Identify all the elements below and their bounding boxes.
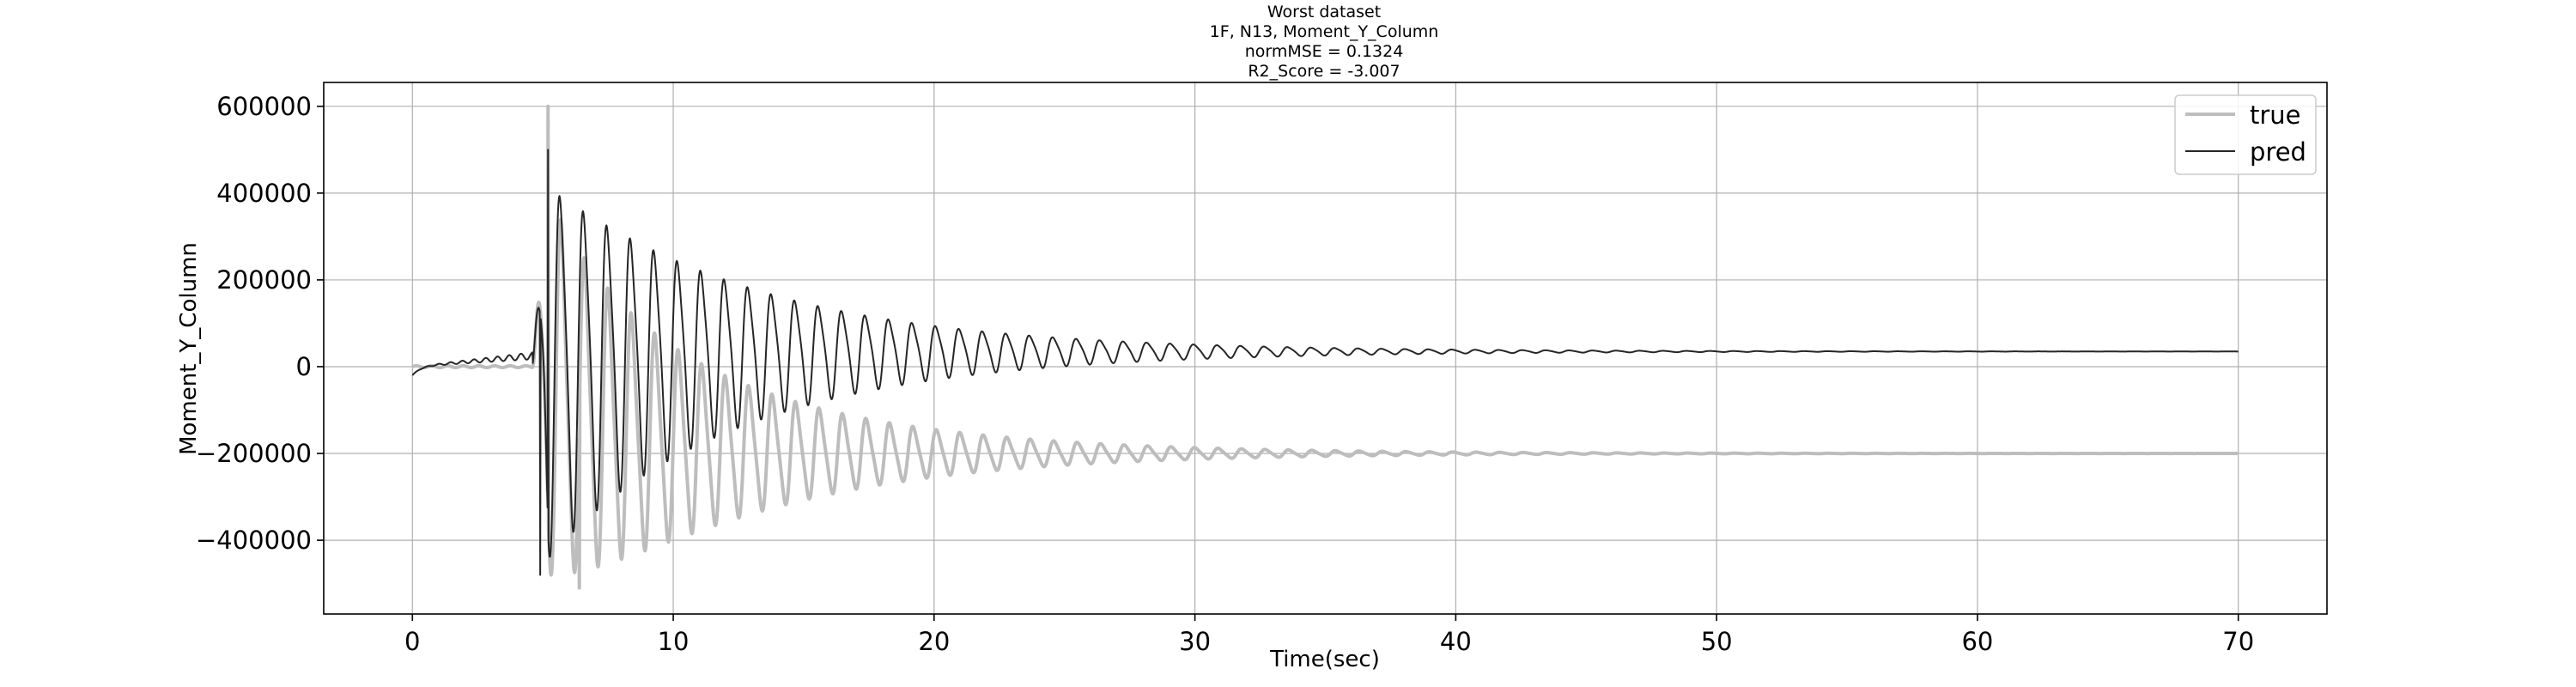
- metric-r2-score: R2_Score = -3.007: [1248, 62, 1400, 81]
- title-line: Worst dataset: [1267, 3, 1381, 21]
- x-tick-label: 10: [658, 627, 690, 656]
- legend-label-pred: pred: [2250, 137, 2306, 167]
- plot-frame: [323, 82, 2328, 615]
- y-axis-label: Moment_Y_Column: [176, 242, 202, 455]
- series-line-true: [410, 104, 2240, 590]
- x-tick-label: 30: [1179, 627, 1211, 656]
- x-axis-label: Time(sec): [1269, 647, 1380, 672]
- y-tick-label: 200000: [216, 265, 312, 295]
- metric-normmse: normMSE = 0.1324: [1245, 42, 1404, 61]
- legend-label-true: true: [2250, 100, 2301, 130]
- y-tick-label: 400000: [216, 179, 312, 208]
- chart-title: Worst dataset 1F, N13, Moment_Y_Column n…: [1210, 3, 1439, 81]
- plot-lines: [410, 104, 2240, 590]
- subtitle-line: 1F, N13, Moment_Y_Column: [1210, 22, 1439, 41]
- y-axis: −400000 −200000 0 200000 400000 600000: [196, 92, 324, 555]
- y-tick-label: −200000: [196, 439, 312, 468]
- legend: true pred: [2174, 94, 2317, 175]
- y-tick-label: 0: [296, 352, 312, 381]
- x-tick-label: 20: [918, 627, 950, 656]
- grid: [324, 82, 2327, 614]
- x-tick-label: 70: [2222, 627, 2254, 656]
- x-tick-label: 60: [1961, 627, 1993, 656]
- y-tick-label: −400000: [196, 526, 312, 555]
- x-tick-label: 0: [404, 627, 420, 656]
- x-tick-label: 50: [1701, 627, 1733, 656]
- x-tick-label: 40: [1440, 627, 1472, 656]
- x-axis: 0 10 20 30 40 50 60 70: [404, 614, 2254, 656]
- y-tick-label: 600000: [216, 92, 312, 121]
- series-line-pred: [411, 149, 2239, 576]
